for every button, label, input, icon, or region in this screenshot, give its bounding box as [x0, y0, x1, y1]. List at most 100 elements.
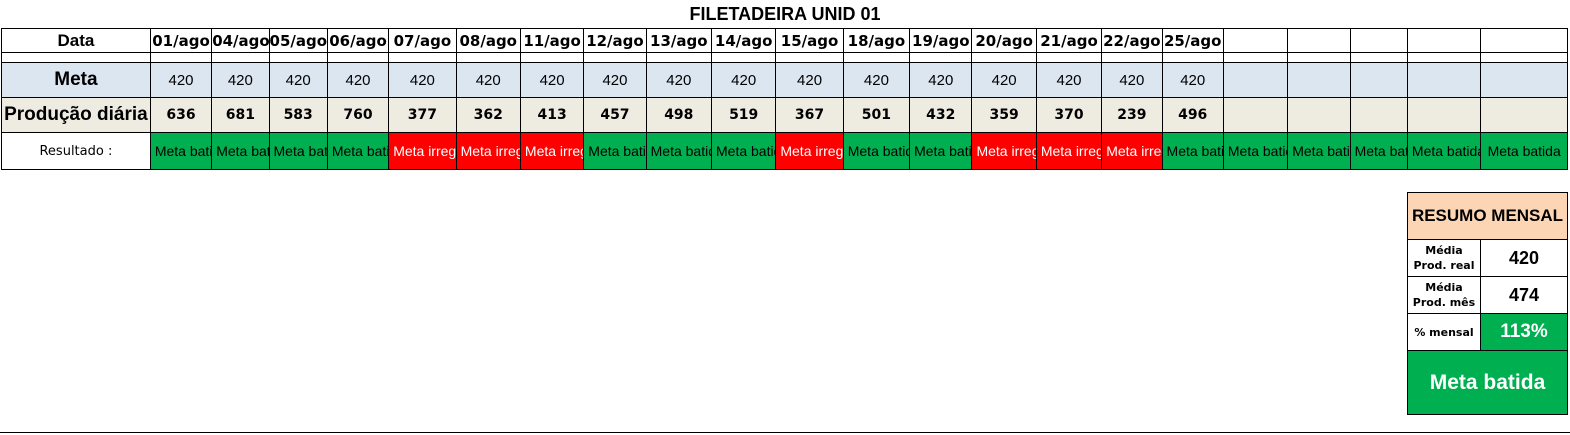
production-cell[interactable]: 413: [519, 97, 585, 133]
date-cell[interactable]: 12/ago: [583, 28, 647, 53]
production-cell[interactable]: 498: [645, 97, 713, 133]
meta-row-label[interactable]: Meta: [1, 62, 151, 98]
date-cell[interactable]: 13/ago: [645, 28, 713, 53]
result-cell[interactable]: Meta irregular: [1035, 132, 1103, 170]
result-cell[interactable]: Meta batida: [583, 132, 647, 170]
result-cell[interactable]: Meta irregular: [971, 132, 1037, 170]
result-cell[interactable]: Meta batida: [1349, 132, 1408, 170]
meta-cell[interactable]: 420: [971, 62, 1037, 98]
result-cell[interactable]: Meta batida: [149, 132, 213, 170]
date-cell[interactable]: 06/ago: [326, 28, 390, 53]
production-cell[interactable]: 636: [149, 97, 213, 133]
result-cell[interactable]: Meta irregular: [455, 132, 521, 170]
production-cell[interactable]: [1222, 97, 1289, 133]
meta-cell[interactable]: 420: [909, 62, 973, 98]
final-result-badge[interactable]: Meta batida: [1407, 350, 1568, 415]
production-cell[interactable]: 367: [775, 97, 844, 133]
meta-cell[interactable]: [1349, 62, 1408, 98]
production-cell[interactable]: 362: [455, 97, 521, 133]
date-cell[interactable]: [1480, 28, 1568, 53]
date-cell[interactable]: 25/ago: [1161, 28, 1224, 53]
avg-real-label[interactable]: Média Prod. real: [1407, 239, 1481, 277]
meta-cell[interactable]: 420: [149, 62, 213, 98]
result-cell[interactable]: Meta irregular: [1101, 132, 1163, 170]
meta-cell[interactable]: 420: [1035, 62, 1103, 98]
meta-cell[interactable]: 420: [519, 62, 585, 98]
date-cell[interactable]: [1287, 28, 1351, 53]
date-cell[interactable]: 11/ago: [519, 28, 585, 53]
summary-header[interactable]: RESUMO MENSAL: [1407, 192, 1568, 240]
date-cell[interactable]: 20/ago: [971, 28, 1037, 53]
production-cell[interactable]: 457: [583, 97, 647, 133]
result-cell[interactable]: Meta batida: [645, 132, 713, 170]
date-cell[interactable]: 01/ago: [149, 28, 213, 53]
date-cell[interactable]: 08/ago: [455, 28, 521, 53]
result-cell[interactable]: Meta irregular: [519, 132, 585, 170]
date-cell[interactable]: 22/ago: [1101, 28, 1163, 53]
meta-cell[interactable]: 420: [645, 62, 713, 98]
result-cell[interactable]: Meta batida: [1287, 132, 1351, 170]
result-row-label[interactable]: Resultado :: [1, 132, 151, 170]
result-cell[interactable]: Meta batida: [268, 132, 328, 170]
meta-cell[interactable]: 420: [842, 62, 911, 98]
meta-cell[interactable]: 420: [326, 62, 390, 98]
result-cell[interactable]: Meta batida: [909, 132, 973, 170]
result-cell[interactable]: Meta batida: [1480, 132, 1568, 170]
production-cell[interactable]: 760: [326, 97, 390, 133]
date-cell[interactable]: 15/ago: [775, 28, 844, 53]
date-cell[interactable]: [1406, 28, 1482, 53]
result-cell[interactable]: Meta irregular: [775, 132, 844, 170]
avg-month-label[interactable]: Média Prod. mês: [1407, 276, 1481, 314]
date-cell[interactable]: 21/ago: [1035, 28, 1103, 53]
date-cell[interactable]: 19/ago: [909, 28, 973, 53]
production-cell[interactable]: [1406, 97, 1482, 133]
result-cell[interactable]: Meta batida: [211, 132, 270, 170]
date-cell[interactable]: 18/ago: [842, 28, 911, 53]
meta-cell[interactable]: [1222, 62, 1289, 98]
date-cell[interactable]: 07/ago: [388, 28, 457, 53]
meta-cell[interactable]: 420: [1161, 62, 1224, 98]
production-cell[interactable]: [1287, 97, 1351, 133]
monthly-pct-label[interactable]: % mensal: [1407, 313, 1481, 351]
date-cell[interactable]: [1222, 28, 1289, 53]
result-cell[interactable]: Meta batida: [842, 132, 911, 170]
meta-cell[interactable]: [1287, 62, 1351, 98]
production-cell[interactable]: 432: [909, 97, 973, 133]
production-cell[interactable]: [1480, 97, 1568, 133]
production-cell[interactable]: [1349, 97, 1408, 133]
production-cell[interactable]: 496: [1161, 97, 1224, 133]
production-cell[interactable]: 583: [268, 97, 328, 133]
result-cell[interactable]: Meta batida: [326, 132, 390, 170]
date-cell[interactable]: 14/ago: [710, 28, 777, 53]
avg-real-value[interactable]: 420: [1480, 239, 1568, 277]
avg-month-value[interactable]: 474: [1480, 276, 1568, 314]
production-cell[interactable]: 359: [971, 97, 1037, 133]
meta-cell[interactable]: [1406, 62, 1482, 98]
meta-cell[interactable]: 420: [775, 62, 844, 98]
production-cell[interactable]: 377: [388, 97, 457, 133]
result-cell[interactable]: Meta batida: [1222, 132, 1289, 170]
date-cell[interactable]: 05/ago: [268, 28, 328, 53]
result-cell[interactable]: Meta irregular: [388, 132, 457, 170]
meta-cell[interactable]: 420: [710, 62, 777, 98]
meta-cell[interactable]: 420: [268, 62, 328, 98]
meta-cell[interactable]: 420: [1101, 62, 1163, 98]
monthly-pct-value[interactable]: 113%: [1480, 313, 1568, 351]
result-cell[interactable]: Meta batida: [1161, 132, 1224, 170]
production-cell[interactable]: 370: [1035, 97, 1103, 133]
production-cell[interactable]: 681: [211, 97, 270, 133]
production-cell[interactable]: 519: [710, 97, 777, 133]
production-cell[interactable]: 239: [1101, 97, 1163, 133]
meta-cell[interactable]: 420: [211, 62, 270, 98]
date-cell[interactable]: [1349, 28, 1408, 53]
production-row-label[interactable]: Produção diária: [1, 97, 151, 133]
meta-cell[interactable]: 420: [583, 62, 647, 98]
production-cell[interactable]: 501: [842, 97, 911, 133]
result-cell[interactable]: Meta batida: [710, 132, 777, 170]
meta-cell[interactable]: 420: [388, 62, 457, 98]
date-row-label[interactable]: Data: [1, 28, 151, 53]
meta-cell[interactable]: 420: [455, 62, 521, 98]
date-cell[interactable]: 04/ago: [211, 28, 270, 53]
meta-cell[interactable]: [1480, 62, 1568, 98]
result-cell[interactable]: Meta batida: [1406, 132, 1482, 170]
